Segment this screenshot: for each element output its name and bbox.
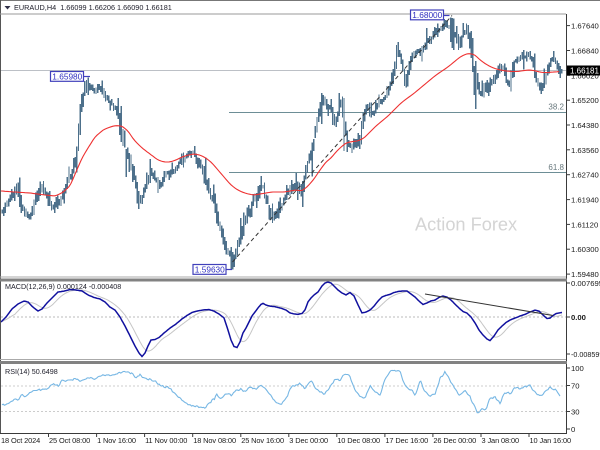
svg-text:30: 30 xyxy=(571,408,580,417)
svg-text:61.8: 61.8 xyxy=(548,163,564,172)
svg-text:18 Oct 2024: 18 Oct 2024 xyxy=(1,436,40,445)
svg-text:1.59480: 1.59480 xyxy=(571,270,599,279)
svg-text:1.66840: 1.66840 xyxy=(571,47,599,56)
svg-text:1 Nov 16:00: 1 Nov 16:00 xyxy=(97,436,136,445)
svg-text:Action Forex: Action Forex xyxy=(415,215,517,235)
svg-text:70: 70 xyxy=(571,382,580,391)
svg-text:0: 0 xyxy=(571,425,575,434)
svg-text:10 Jan 16:00: 10 Jan 16:00 xyxy=(530,436,572,445)
svg-text:100: 100 xyxy=(571,364,584,373)
svg-text:0.00: 0.00 xyxy=(571,313,586,322)
svg-text:1.66181: 1.66181 xyxy=(570,67,599,76)
svg-text:EURAUD,H4 1.66099 1.66206 1.6: EURAUD,H4 1.66099 1.66206 1.66090 1.6618… xyxy=(14,3,172,12)
svg-text:10 Dec 08:00: 10 Dec 08:00 xyxy=(337,436,380,445)
svg-text:17 Dec 16:00: 17 Dec 16:00 xyxy=(385,436,428,445)
svg-text:1.62740: 1.62740 xyxy=(571,171,599,180)
svg-text:1.66020: 1.66020 xyxy=(571,71,599,80)
svg-text:1.59630: 1.59630 xyxy=(195,265,225,275)
svg-text:11 Nov 00:00: 11 Nov 00:00 xyxy=(145,436,187,445)
svg-text:1.64380: 1.64380 xyxy=(571,121,599,130)
svg-text:1.65200: 1.65200 xyxy=(571,96,599,105)
svg-text:3 Dec 00:00: 3 Dec 00:00 xyxy=(289,436,328,445)
svg-text:1.65980: 1.65980 xyxy=(52,72,82,82)
svg-text:RSI(14) 50.6498: RSI(14) 50.6498 xyxy=(5,367,58,376)
svg-text:1.68000: 1.68000 xyxy=(412,10,442,20)
svg-text:-0.008599: -0.008599 xyxy=(571,350,600,359)
svg-text:38.2: 38.2 xyxy=(548,103,564,112)
svg-text:1.60300: 1.60300 xyxy=(571,245,599,254)
svg-text:1.61120: 1.61120 xyxy=(571,220,598,229)
svg-text:1.61940: 1.61940 xyxy=(571,196,599,205)
svg-text:25 Oct 08:00: 25 Oct 08:00 xyxy=(49,436,90,445)
svg-text:26 Dec 00:00: 26 Dec 00:00 xyxy=(433,436,476,445)
svg-text:25 Nov 16:00: 25 Nov 16:00 xyxy=(241,436,284,445)
svg-text:3 Jan 08:00: 3 Jan 08:00 xyxy=(482,436,520,445)
svg-text:1.67640: 1.67640 xyxy=(571,22,599,31)
svg-text:0.007695: 0.007695 xyxy=(571,279,600,288)
svg-text:1.63560: 1.63560 xyxy=(571,146,599,155)
svg-text:18 Nov 08:00: 18 Nov 08:00 xyxy=(193,436,236,445)
svg-text:MACD(12,26,9) 0.000124 -0.0004: MACD(12,26,9) 0.000124 -0.000408 xyxy=(5,282,121,291)
